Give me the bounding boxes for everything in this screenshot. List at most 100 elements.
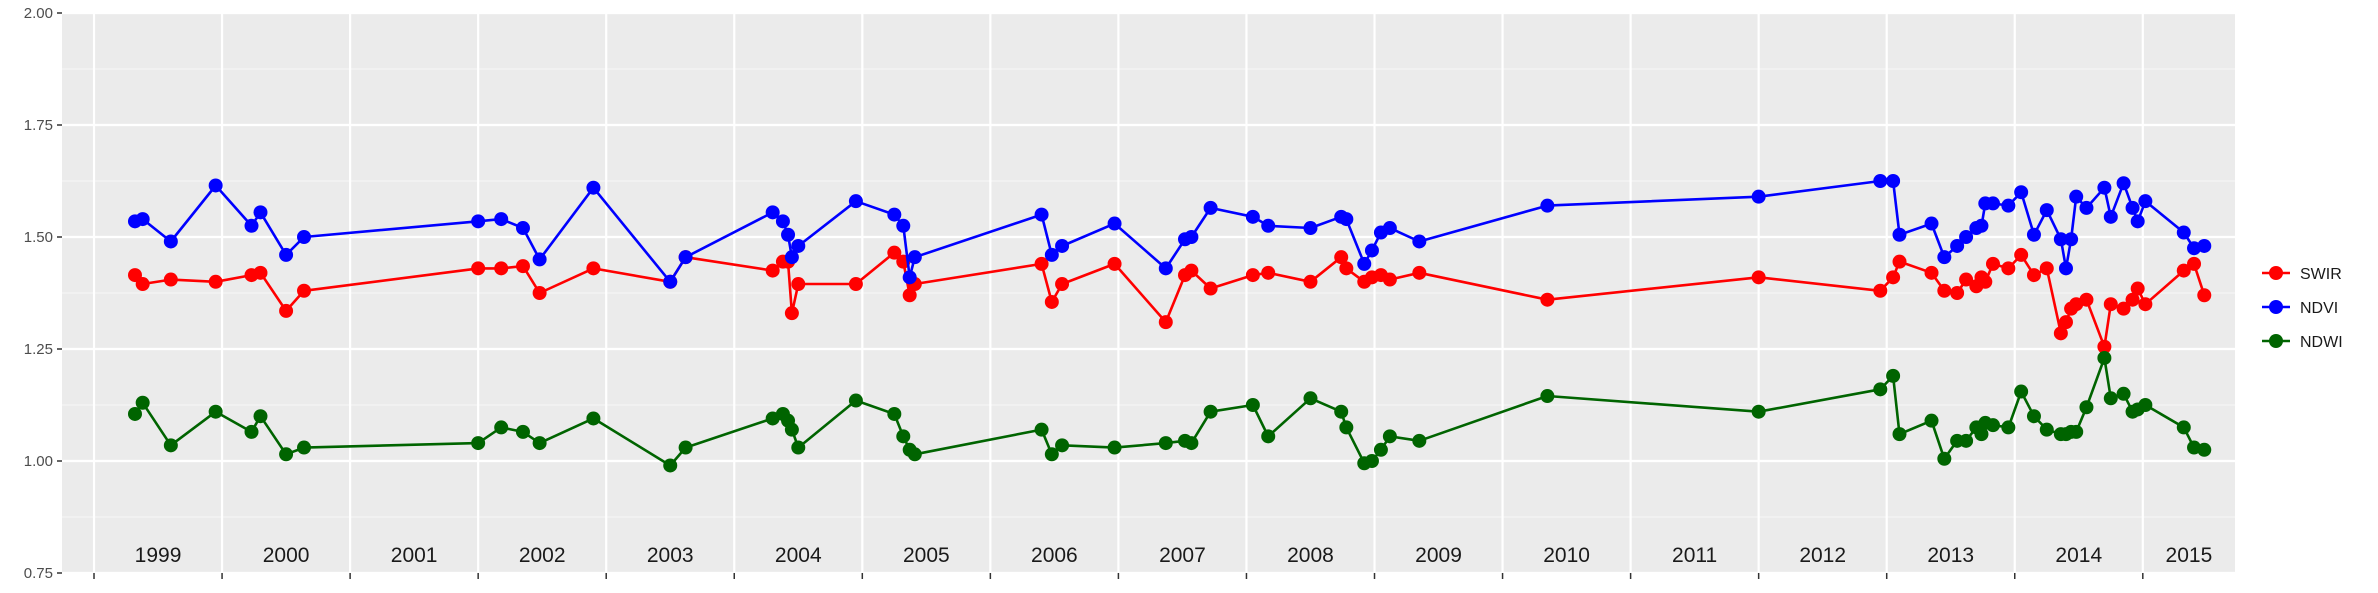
data-point xyxy=(1412,265,1427,280)
data-point xyxy=(1203,281,1218,296)
data-point xyxy=(1339,261,1354,276)
data-point xyxy=(765,263,780,278)
data-point xyxy=(775,214,790,229)
data-point xyxy=(1382,272,1397,287)
series-ndvi xyxy=(127,174,2212,289)
data-point xyxy=(208,404,223,419)
data-point xyxy=(1751,189,1766,204)
legend-label: NDVI xyxy=(2300,300,2338,317)
y-tick-label: 0.75 xyxy=(24,565,53,582)
data-point xyxy=(1412,234,1427,249)
data-point xyxy=(1892,427,1907,442)
data-point xyxy=(1751,270,1766,285)
data-point xyxy=(208,178,223,193)
data-point xyxy=(1959,230,1974,244)
data-point xyxy=(1937,250,1952,265)
data-point xyxy=(2097,180,2112,195)
data-point xyxy=(494,420,509,435)
grid-major xyxy=(62,11,2235,575)
data-point xyxy=(2001,198,2016,213)
data-point xyxy=(244,424,259,439)
data-point xyxy=(791,238,806,253)
data-point xyxy=(2187,256,2202,271)
data-point xyxy=(586,411,601,426)
data-point xyxy=(2125,292,2140,307)
data-point xyxy=(848,277,863,292)
data-point xyxy=(532,252,547,267)
data-point xyxy=(2039,261,2054,276)
data-point xyxy=(765,205,780,220)
data-point xyxy=(2130,281,2145,296)
data-point xyxy=(1540,389,1555,404)
data-point xyxy=(2097,339,2112,354)
data-point xyxy=(2138,398,2153,412)
data-point xyxy=(1158,261,1173,276)
data-point xyxy=(515,259,530,274)
data-point xyxy=(781,227,796,242)
data-point xyxy=(297,230,312,244)
data-point xyxy=(1055,277,1070,292)
data-point xyxy=(1373,442,1388,457)
data-point xyxy=(1886,270,1901,285)
legend-label: NDWI xyxy=(2300,334,2343,351)
data-point xyxy=(1158,315,1173,330)
data-point xyxy=(907,447,922,462)
data-point xyxy=(1184,436,1199,451)
legend-key-point xyxy=(2269,300,2283,314)
data-point xyxy=(1892,227,1907,242)
data-point xyxy=(532,286,547,300)
data-point xyxy=(494,261,509,276)
data-point xyxy=(1303,274,1318,289)
data-point xyxy=(1924,216,1939,231)
data-point xyxy=(1261,218,1276,233)
data-point xyxy=(2197,442,2212,457)
data-point xyxy=(2116,176,2131,191)
data-point xyxy=(1245,398,1260,412)
data-point xyxy=(1974,427,1989,442)
y-tick-label: 2.00 xyxy=(24,5,53,22)
legend-item-swir: SWIR xyxy=(2262,266,2342,283)
data-point xyxy=(2058,261,2073,276)
data-point xyxy=(1950,238,1965,253)
year-label: 2000 xyxy=(263,544,310,567)
data-point xyxy=(1357,256,1372,271)
y-tick-label: 1.25 xyxy=(24,341,53,358)
data-point xyxy=(1924,265,1939,280)
data-point xyxy=(907,250,922,265)
data-point xyxy=(1985,256,2000,271)
data-point xyxy=(2125,200,2140,215)
data-point xyxy=(663,274,678,289)
data-point xyxy=(1978,274,1993,289)
data-point xyxy=(1751,404,1766,419)
data-point xyxy=(1034,422,1049,437)
year-label: 2002 xyxy=(519,544,566,567)
year-label: 2003 xyxy=(647,544,694,567)
data-point xyxy=(1303,391,1318,406)
data-point xyxy=(2197,288,2212,303)
data-point xyxy=(1886,368,1901,383)
data-point xyxy=(1044,247,1059,262)
data-point xyxy=(1334,404,1349,419)
data-point xyxy=(848,393,863,408)
data-point xyxy=(1873,382,1888,397)
data-point xyxy=(2014,185,2029,200)
data-point xyxy=(1364,243,1379,258)
year-label: 2005 xyxy=(903,544,950,567)
data-point xyxy=(1364,454,1379,468)
y-tick-label: 1.50 xyxy=(24,229,53,246)
data-point xyxy=(791,277,806,292)
data-point xyxy=(1985,196,2000,211)
data-point xyxy=(2138,194,2153,209)
data-point xyxy=(2026,268,2041,283)
year-label: 2011 xyxy=(1672,544,1717,567)
legend-item-ndvi: NDVI xyxy=(2262,300,2338,317)
data-point xyxy=(1184,263,1199,278)
data-point xyxy=(663,458,678,473)
data-point xyxy=(2069,424,2084,439)
data-point xyxy=(1339,212,1354,227)
data-point xyxy=(784,250,799,265)
data-point xyxy=(1158,436,1173,451)
data-point xyxy=(1055,438,1070,453)
data-point xyxy=(1107,216,1122,231)
y-tick-label: 1.75 xyxy=(24,117,53,134)
